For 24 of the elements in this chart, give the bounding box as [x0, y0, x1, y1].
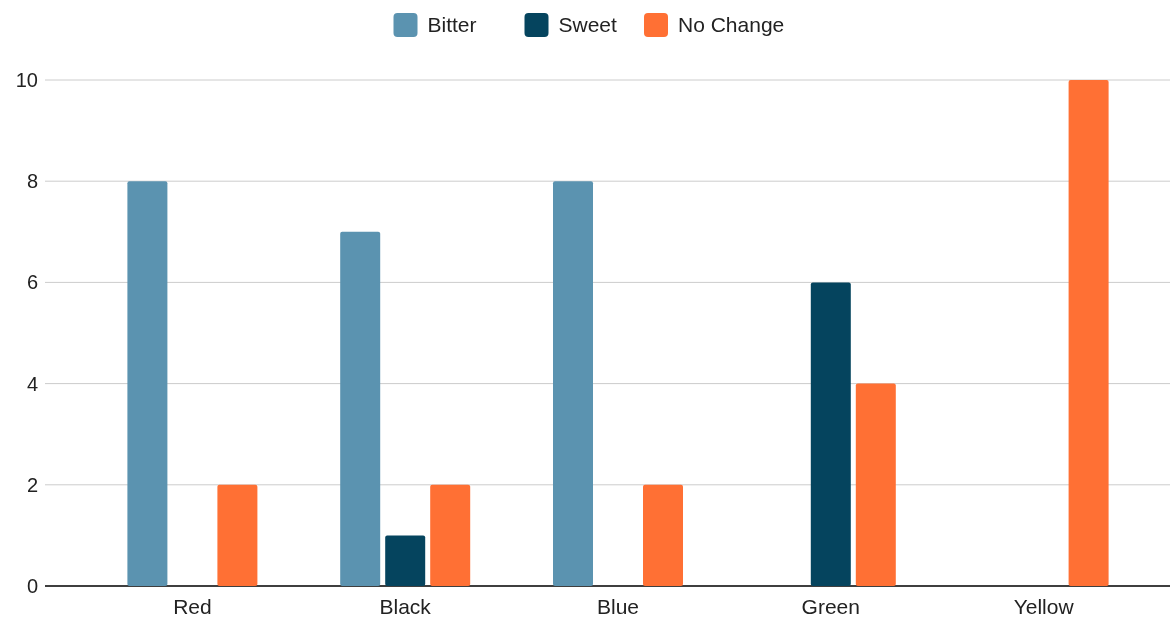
x-tick-label: Green [801, 595, 860, 618]
bar [127, 181, 168, 586]
bar [430, 484, 471, 586]
legend-label: Bitter [427, 13, 477, 37]
bar [553, 181, 593, 586]
x-tick-label: Blue [596, 595, 640, 618]
y-tick-label: 2 [26, 473, 38, 496]
x-tick-label: Yellow [1013, 595, 1075, 618]
bar [217, 484, 258, 586]
x-tick-label: Red [173, 595, 212, 618]
y-tick-label: 0 [26, 575, 38, 597]
bar [385, 535, 426, 586]
bar [340, 231, 381, 586]
bar [1068, 80, 1109, 586]
bar [643, 484, 683, 586]
y-tick-label: 8 [26, 170, 38, 193]
legend-label: No Change [678, 13, 785, 37]
y-tick-label: 4 [26, 372, 38, 395]
x-tick-label: Black [379, 595, 432, 618]
bar [855, 383, 896, 586]
y-tick-label: 10 [15, 69, 38, 91]
bar [810, 282, 851, 586]
legend-label: Sweet [558, 13, 618, 37]
y-tick-label: 6 [26, 271, 38, 294]
